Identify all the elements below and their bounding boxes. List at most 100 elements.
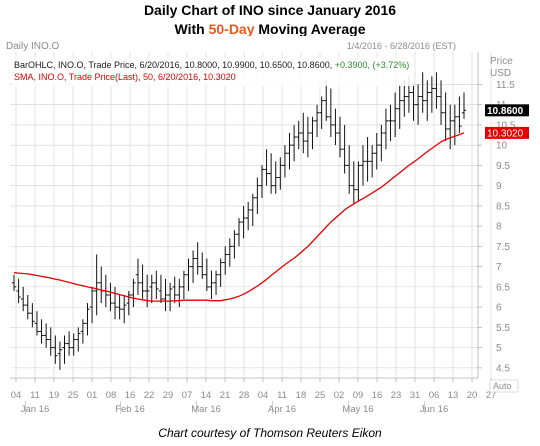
ohlc-bar [255,177,260,214]
ohlc-bar [200,252,205,279]
y-tick-label: 9.5 [496,161,510,172]
ohlc-bar [163,278,168,312]
ohlc-bar [30,303,35,328]
ohlc-bar [328,88,334,138]
x-tick-label: 16 [372,390,383,401]
ohlc-bar [71,333,76,356]
ohlc-bars [11,72,467,370]
ohlc-bar [126,290,131,316]
ohlc-bar [319,96,324,129]
title-prefix: With [174,21,209,37]
y-tick-label: 10 [496,141,508,152]
title-suffix: Moving Average [254,21,366,37]
x-tick-label: 29 [163,390,174,401]
x-tick-label: 22 [144,390,155,401]
sma-legend: SMA, INO.O, Trade Price(Last), 50, 6/20/… [14,72,236,82]
x-tick-label: 11 [30,390,40,401]
x-tick-label: 09 [353,390,364,401]
x-tick-label: 31 [410,390,421,401]
ohlc-bar [301,112,306,154]
ohlc-bar [39,319,44,344]
ohlc-bar [452,104,458,146]
ohlc-bar [434,72,439,109]
ohlc-bar [351,161,356,204]
ohlc-bar [172,276,177,304]
auto-scale-button[interactable] [489,379,519,393]
ohlc-bar [140,264,145,300]
sma-50-line [13,132,465,302]
ohlc-bar [397,84,402,129]
ohlc-bar [195,242,200,275]
x-tick-label: 25 [315,390,326,401]
ohlc-bar [461,92,467,119]
ohlc-bar [209,270,214,300]
ohlc-bar [144,274,150,308]
ohlc-bar [85,303,90,336]
ohlc-bar [429,76,435,113]
x-tick-label: 21 [220,390,231,401]
ohlc-bar [324,80,329,121]
ohlc-bar [438,80,444,125]
x-tick-label: 08 [106,390,117,401]
x-tick-label: 04 [258,390,269,401]
ohlc-bar [66,331,72,356]
ohlc-bar [89,286,95,324]
y-tick-label: 11.5 [496,80,515,91]
ohlc-bar [149,274,154,304]
ohlc-bar [383,108,389,150]
chart-background [0,36,540,424]
ohlc-bar [379,124,384,162]
y-tick-label: 7 [496,262,502,273]
ohlc-bar [402,80,407,117]
ohlc-bar [245,201,251,231]
last-price-label: 10.8600 [487,106,524,117]
x-month-label: Apr 16 [268,404,296,415]
ohlc-bar [34,311,40,336]
x-tick-label: 16 [125,390,136,401]
ohlc-bar [232,230,237,259]
ohlc-bar [448,104,453,150]
date-range-label: 1/4/2016 - 6/28/2016 (EST) [347,41,456,51]
ohlc-bar [167,282,173,312]
price-chart[interactable]: Daily INO.O 1/4/2016 - 6/28/2016 (EST) B… [0,36,540,424]
ohlc-bar [117,294,122,320]
ohlc-bar [186,258,191,291]
currency-label: USD [490,68,511,79]
x-tick-label: 04 [11,390,22,401]
ohlc-bar [181,270,187,300]
ohlc-bar [131,278,136,308]
ohlc-bar [80,319,86,344]
ohlc-bar [16,278,21,304]
ohlc-bar [122,294,127,324]
price-axis-title: Price [490,56,513,67]
x-month-label: Jun 16 [420,404,449,415]
x-tick-label: 28 [239,390,250,401]
ohlc-bar [241,205,246,239]
bar-legend: BarOHLC, INO.O, Trade Price, 6/20/2016, … [14,60,409,70]
x-axis: 04 11 19 25 01 08 16 22 29 07 14 21 28 04 11 18 25 02 09 16… [11,378,496,415]
ohlc-bar [236,218,242,247]
ohlc-bar [360,145,366,186]
x-tick-label: 25 [68,390,79,401]
y-tick-label: 8.5 [496,201,510,212]
chart-credit: Chart courtesy of Thomson Reuters Eikon [158,426,382,440]
ohlc-bar [223,246,228,275]
x-tick-label: 02 [334,390,345,401]
x-tick-label: 20 [467,390,478,401]
x-month-label: Feb 16 [115,404,145,415]
ohlc-bar [108,282,113,312]
x-tick-label: 13 [448,390,459,401]
price-markers: 10.8600 10.3020 [485,104,529,139]
ohlc-bar [392,92,398,138]
panel-label: Daily INO.O [6,41,60,52]
ohlc-bar [53,335,58,364]
ohlc-bar [282,145,288,178]
ohlc-bar [314,104,320,138]
y-tick-label: 5.5 [496,323,510,334]
x-tick-label: 11 [277,390,287,401]
ohlc-bar [347,145,352,194]
ohlc-bar [374,132,379,170]
ohlc-bar [365,137,370,182]
ohlc-bar [218,258,223,287]
chart-title-line1: Daily Chart of INO since January 2016 [143,2,397,18]
